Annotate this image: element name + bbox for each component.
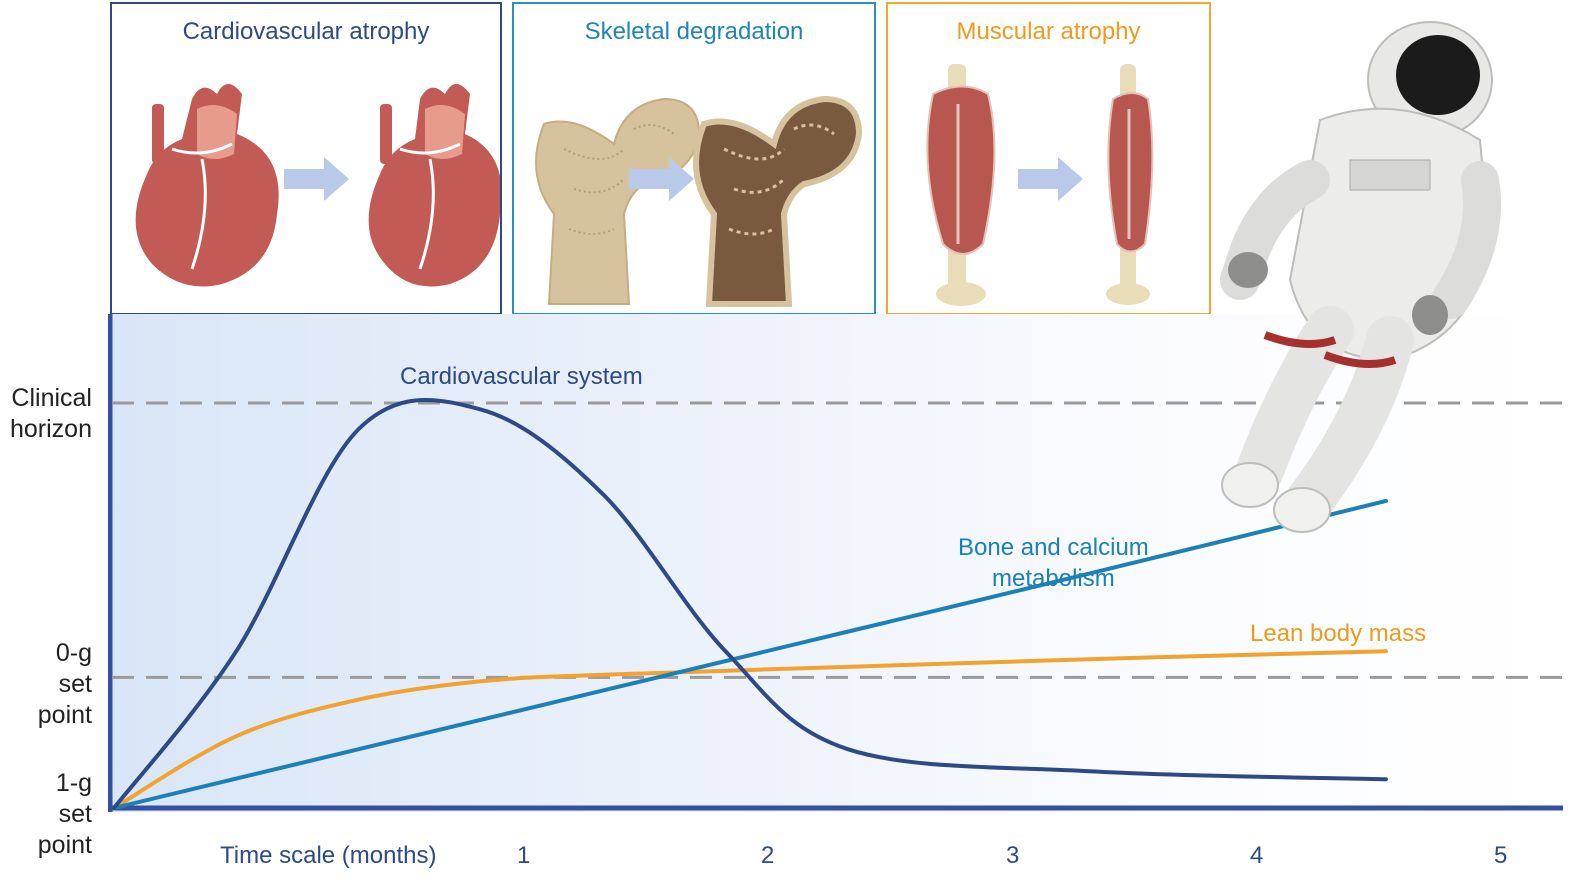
skeletal-degradation-panel: Skeletal degradation: [512, 2, 876, 315]
arrow-right-icon: [629, 157, 694, 201]
one-g-line-2: set: [58, 800, 92, 828]
one-g-line-3: point: [37, 831, 92, 859]
x-tick-3: 3: [1006, 842, 1020, 869]
heart-icon: [368, 84, 500, 287]
bone-calcium-line-1: Bone and calcium: [958, 534, 1149, 561]
series-line-lean-body-mass: [112, 649, 1388, 810]
one-g-set-point-label: 1-g set point: [0, 768, 92, 861]
x-tick-1: 1: [517, 842, 531, 869]
x-tick-5: 5: [1494, 842, 1508, 869]
cardiovascular-atrophy-title: Cardiovascular atrophy: [182, 18, 430, 45]
chart-svg: [108, 314, 1563, 812]
heart-icon: [135, 84, 279, 287]
muscular-atrophy-title: Muscular atrophy: [956, 18, 1141, 45]
x-tick-2: 2: [761, 842, 775, 869]
x-axis-title: Time scale (months): [220, 842, 437, 869]
zero-g-line-2: set: [58, 670, 92, 698]
calf-muscle-icon: [1106, 64, 1154, 305]
zero-g-line-3: point: [37, 701, 92, 729]
clinical-horizon-label: Clinical horizon: [0, 383, 92, 445]
lean-body-mass-label: Lean body mass: [1250, 620, 1427, 647]
clinical-horizon-line-1: Clinical: [11, 384, 92, 412]
series-line-cardiovascular-system: [112, 398, 1388, 810]
one-g-line-1: 1-g: [55, 769, 92, 797]
bone-calcium-label: Bone and calcium metabolism: [958, 532, 1149, 594]
cardiovascular-atrophy-panel: Cardiovascular atrophy: [110, 2, 502, 315]
bone-calcium-line-2: metabolism: [992, 565, 1115, 592]
bone-degradation-illustration: [535, 95, 863, 307]
skeletal-degradation-title: Skeletal degradation: [584, 18, 804, 45]
astronaut-illustration: [1220, 21, 1501, 533]
heart-atrophy-illustration: [135, 84, 500, 287]
zero-g-line-1: 0-g: [55, 639, 92, 667]
arrow-right-icon: [1018, 157, 1083, 201]
femur-healthy-icon: [535, 97, 701, 305]
astronaut-icon: [1220, 21, 1501, 533]
femur-degraded-icon: [693, 95, 863, 307]
x-tick-4: 4: [1250, 842, 1264, 869]
arrow-right-icon: [284, 157, 349, 201]
clinical-horizon-line-2: horizon: [10, 415, 92, 443]
zero-g-set-point-label: 0-g set point: [0, 638, 92, 731]
chart-area: [108, 314, 1563, 812]
series-line-bone-and-calcium-metabolism: [112, 498, 1388, 810]
muscular-atrophy-panel: Muscular atrophy: [886, 2, 1211, 315]
calf-muscle-icon: [926, 64, 996, 306]
muscle-atrophy-illustration: [926, 64, 1154, 306]
cardiovascular-system-label: Cardiovascular system: [400, 363, 643, 390]
